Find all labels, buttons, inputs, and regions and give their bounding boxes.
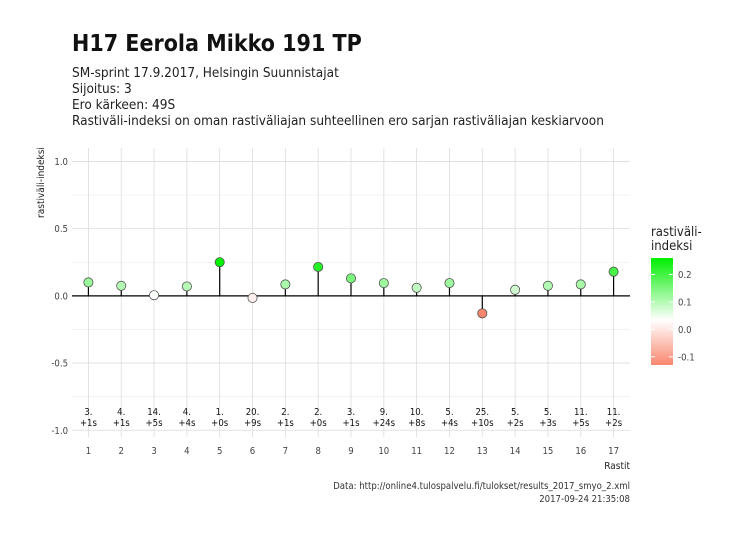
data-point	[411, 282, 422, 293]
x-axis: 1 2 3 4 5 6 7 8 9 10 11 12 13 14 15 16 17	[86, 446, 619, 457]
y-tick-label: -0.5	[51, 359, 68, 370]
data-point	[214, 257, 225, 268]
split-rank-label: 25.	[475, 407, 489, 418]
split-rank-label: 5.	[445, 407, 453, 418]
legend-colorbar	[651, 258, 673, 365]
x-tick-label: 16	[575, 446, 586, 457]
x-tick-label: 10	[378, 446, 389, 457]
split-rank-label: 1.	[216, 407, 224, 418]
subtitle-description: Rastiväli-indeksi on oman rastiväliajan …	[72, 113, 604, 129]
data-point	[477, 308, 488, 319]
x-tick-label: 2	[119, 446, 124, 457]
x-tick-label: 13	[477, 446, 488, 457]
x-tick-label: 8	[315, 446, 320, 457]
x-tick-label: 6	[250, 446, 255, 457]
legend-title-line2: indeksi	[651, 239, 693, 254]
split-rank-label: 11.	[574, 407, 588, 418]
x-tick-label: 7	[283, 446, 288, 457]
data-point	[345, 273, 356, 284]
data-point	[510, 284, 521, 295]
data-point	[378, 278, 389, 289]
data-point	[280, 279, 291, 290]
split-diff-label: +0s	[211, 418, 229, 429]
y-tick-label: 0.0	[54, 291, 68, 302]
subtitle-gap: Ero kärkeen: 49S	[72, 97, 176, 113]
split-rank-label: 9.	[380, 407, 388, 418]
chart-title: H17 Eerola Mikko 191 TP	[72, 31, 362, 57]
split-diff-label: +1s	[113, 418, 131, 429]
color-legend: 0.2 0.1 0.0 -0.1	[651, 258, 695, 365]
y-tick-label: 0.5	[54, 224, 68, 235]
split-rank-label: 2.	[314, 407, 322, 418]
x-tick-label: 4	[184, 446, 189, 457]
split-rank-label: 4.	[117, 407, 125, 418]
subtitle-placement: Sijoitus: 3	[72, 81, 132, 97]
split-diff-label: +24s	[373, 418, 396, 429]
split-rank-label: 3.	[347, 407, 355, 418]
split-rank-label: 2.	[281, 407, 289, 418]
data-point	[444, 278, 455, 289]
split-diff-label: +4s	[441, 418, 459, 429]
split-diff-label: +4s	[178, 418, 196, 429]
legend-tick-label: -0.1	[678, 352, 695, 363]
x-tick-label: 1	[86, 446, 91, 457]
data-point	[608, 266, 619, 277]
split-diff-label: +1s	[80, 418, 98, 429]
split-rank-label: 14.	[147, 407, 161, 418]
split-diff-label: +5s	[146, 418, 164, 429]
data-point	[116, 280, 127, 291]
legend-tick-label: 0.2	[678, 270, 692, 281]
subtitle-event: SM-sprint 17.9.2017, Helsingin Suunnista…	[72, 65, 339, 81]
y-tick-label: -1.0	[51, 426, 68, 437]
data-point	[247, 292, 258, 303]
x-tick-label: 9	[348, 446, 353, 457]
data-point	[575, 279, 586, 290]
y-axis-title: rastiväli-indeksi	[36, 147, 47, 218]
legend-title: rastiväli- indeksi	[651, 226, 702, 254]
x-tick-label: 17	[608, 446, 619, 457]
split-rank-label: 5.	[511, 407, 519, 418]
legend-ticks: 0.2 0.1 0.0 -0.1	[651, 270, 695, 363]
split-labels: 3.+1s4.+1s14.+5s4.+4s1.+0s20.+9s2.+1s2.+…	[80, 407, 623, 429]
x-tick-label: 15	[543, 446, 554, 457]
split-diff-label: +9s	[244, 418, 262, 429]
x-axis-title: Rastit	[604, 461, 630, 472]
y-tick-label: 1.0	[54, 157, 68, 168]
split-diff-label: +10s	[471, 418, 494, 429]
split-rank-label: 10.	[410, 407, 424, 418]
data-point	[83, 277, 94, 288]
x-tick-label: 14	[510, 446, 521, 457]
data-point	[542, 280, 553, 291]
grid-lines	[72, 148, 630, 437]
split-diff-label: +8s	[408, 418, 426, 429]
split-rank-label: 20.	[246, 407, 260, 418]
x-tick-label: 5	[217, 446, 222, 457]
split-diff-label: +2s	[507, 418, 525, 429]
legend-title-line1: rastiväli-	[651, 225, 702, 240]
data-point	[181, 281, 192, 292]
y-axis: 1.0 0.5 0.0 -0.5 -1.0	[51, 157, 68, 437]
data-points	[83, 257, 619, 319]
x-tick-label: 12	[444, 446, 455, 457]
legend-tick-label: 0.0	[678, 325, 692, 336]
split-rank-label: 3.	[84, 407, 92, 418]
split-rank-label: 11.	[607, 407, 621, 418]
split-diff-label: +1s	[277, 418, 295, 429]
split-diff-label: +5s	[572, 418, 590, 429]
x-tick-label: 3	[151, 446, 156, 457]
data-source: Data: http://online4.tulospalvelu.fi/tul…	[333, 481, 630, 492]
split-rank-label: 4.	[183, 407, 191, 418]
split-diff-label: +2s	[605, 418, 623, 429]
data-point	[149, 290, 160, 301]
data-point	[313, 261, 324, 272]
split-rank-label: 5.	[544, 407, 552, 418]
split-diff-label: +0s	[310, 418, 328, 429]
split-diff-label: +3s	[539, 418, 557, 429]
timestamp: 2017-09-24 21:35:08	[539, 494, 630, 505]
legend-tick-label: 0.1	[678, 297, 692, 308]
x-tick-label: 11	[411, 446, 422, 457]
split-diff-label: +1s	[342, 418, 360, 429]
